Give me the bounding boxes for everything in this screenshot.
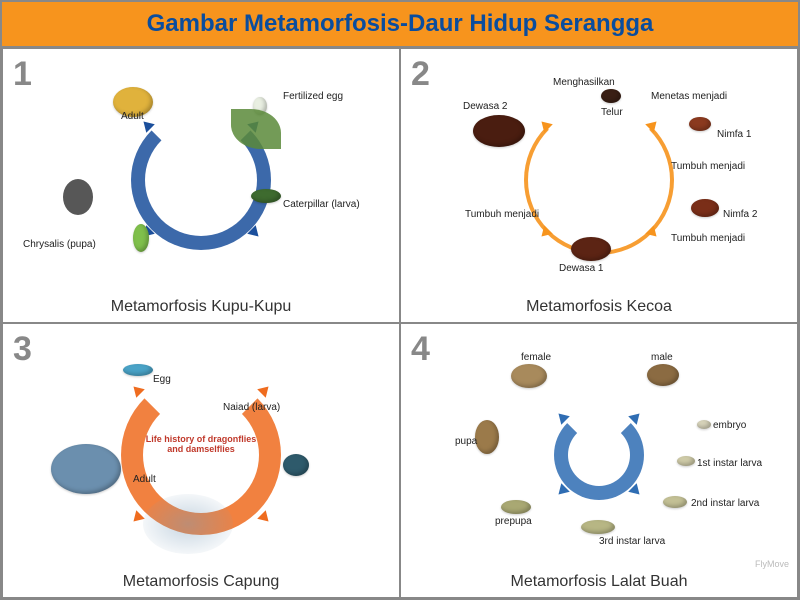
organism	[283, 454, 309, 476]
stage-label: Fertilized egg	[283, 91, 343, 102]
cycle-arrowhead	[258, 382, 274, 398]
organism	[691, 199, 719, 217]
stage-label: Caterpillar (larva)	[283, 199, 360, 210]
panel-caption: Metamorfosis Lalat Buah	[511, 573, 688, 591]
panel-caption: Metamorfosis Kecoa	[526, 298, 672, 316]
organism	[689, 117, 711, 131]
organism	[473, 115, 525, 147]
organism	[601, 89, 621, 103]
cycle-arrowhead	[129, 382, 145, 398]
organism	[697, 420, 711, 429]
stage-sublabel: Nimfa 2	[723, 209, 757, 220]
title-text: Gambar Metamorfosis-Daur Hidup Serangga	[147, 10, 654, 37]
cycle-arrowhead	[258, 511, 274, 527]
stage-label: Menetas menjadi	[651, 91, 727, 102]
panel-1: 1 Metamorfosis Kupu-Kupu Fertilized egg Cat…	[2, 48, 400, 323]
stage-label: prepupa	[495, 516, 532, 527]
organism	[511, 364, 547, 388]
stage-label: Menghasilkan	[553, 77, 615, 88]
panel-number: 1	[13, 55, 32, 94]
organism	[133, 224, 149, 252]
panel-4: 4 Metamorfosis Lalat Buah female male embryo…	[400, 323, 798, 598]
panel-3: 3 Metamorfosis Capung Life history of drag…	[2, 323, 400, 598]
organism	[251, 189, 281, 203]
stage-label: 1st instar larva	[697, 458, 762, 469]
organism	[647, 364, 679, 386]
stage-label: pupa	[455, 436, 477, 447]
panel-number: 4	[411, 330, 430, 369]
organism	[501, 500, 531, 514]
stage-sublabel: Dewasa 1	[559, 263, 603, 274]
stage-label: female	[521, 352, 551, 363]
panel-caption: Metamorfosis Capung	[123, 573, 280, 591]
stage-label: Tumbuh menjadi	[465, 209, 539, 220]
stage-label: 2nd instar larva	[691, 498, 759, 509]
organism	[51, 444, 121, 494]
organism	[581, 520, 615, 534]
stage-sublabel: Dewasa 2	[463, 101, 507, 112]
title-bar: Gambar Metamorfosis-Daur Hidup Serangga	[2, 2, 798, 48]
organism	[475, 420, 499, 454]
cycle-center-text: Life history of dragonflies and damselfl…	[141, 434, 261, 454]
organism-extra	[143, 494, 233, 554]
stage-label: Tumbuh menjadi	[671, 233, 745, 244]
panel-number: 2	[411, 55, 430, 94]
stage-label: male	[651, 352, 673, 363]
panel-2: 2 Metamorfosis Kecoa Menghasilkan Telur Mene…	[400, 48, 798, 323]
panel-number: 3	[13, 330, 32, 369]
stage-label: Naiad (larva)	[223, 402, 280, 413]
panel-grid: 1 Metamorfosis Kupu-Kupu Fertilized egg Cat…	[2, 48, 798, 598]
organism	[123, 364, 153, 376]
panel-caption: Metamorfosis Kupu-Kupu	[111, 298, 292, 316]
stage-label: Adult	[133, 474, 156, 485]
organism	[663, 496, 687, 508]
organism	[677, 456, 695, 466]
stage-sublabel: Telur	[601, 107, 623, 118]
organism-extra	[63, 179, 93, 215]
stage-label: Chrysalis (pupa)	[23, 239, 96, 250]
cycle-arrow-ring	[554, 410, 644, 500]
stage-label: Egg	[153, 374, 171, 385]
stage-sublabel: Nimfa 1	[717, 129, 751, 140]
watermark: FlyMove	[755, 559, 789, 569]
stage-label: embryo	[713, 420, 746, 431]
stage-label: Adult	[121, 111, 144, 122]
stage-label: Tumbuh menjadi	[671, 161, 745, 172]
organism	[571, 237, 611, 261]
stage-label: 3rd instar larva	[599, 536, 665, 547]
